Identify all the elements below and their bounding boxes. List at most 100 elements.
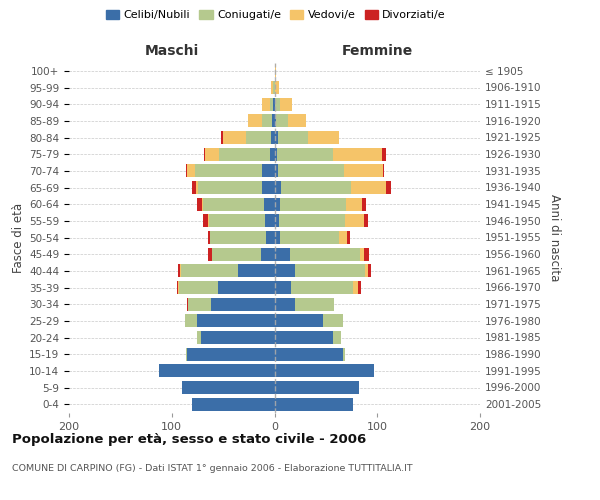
Bar xyxy=(353,281,358,294)
Bar xyxy=(182,381,275,394)
Bar xyxy=(275,81,278,94)
Bar xyxy=(180,264,181,278)
Legend: Celibi/Nubili, Coniugati/e, Vedovi/e, Divorziati/e: Celibi/Nubili, Coniugati/e, Vedovi/e, Di… xyxy=(101,6,451,25)
Bar xyxy=(192,181,196,194)
Bar xyxy=(343,348,346,360)
Bar xyxy=(200,331,275,344)
Bar xyxy=(221,131,223,144)
Bar xyxy=(262,98,271,110)
Bar xyxy=(280,231,339,244)
Bar xyxy=(187,164,196,177)
Bar xyxy=(344,164,383,177)
Bar xyxy=(277,148,333,160)
Bar xyxy=(223,131,246,144)
Bar xyxy=(386,181,391,194)
Bar xyxy=(333,148,382,160)
Bar xyxy=(193,398,275,410)
Bar xyxy=(275,314,323,328)
Text: COMUNE DI CARPINO (FG) - Dati ISTAT 1° gennaio 2006 - Elaborazione TUTTITALIA.IT: COMUNE DI CARPINO (FG) - Dati ISTAT 1° g… xyxy=(12,464,413,473)
Bar xyxy=(275,298,295,310)
Bar xyxy=(209,214,265,228)
Bar xyxy=(278,164,344,177)
Bar xyxy=(362,198,366,210)
Bar xyxy=(295,264,365,278)
Bar xyxy=(275,348,343,360)
Bar xyxy=(382,148,386,160)
Bar xyxy=(262,181,275,194)
Bar xyxy=(208,214,209,228)
Bar xyxy=(291,281,353,294)
Bar xyxy=(288,114,307,128)
Bar xyxy=(271,148,275,160)
Bar xyxy=(186,164,187,177)
Bar xyxy=(203,198,264,210)
Bar xyxy=(275,198,280,210)
Bar xyxy=(185,314,197,328)
Bar xyxy=(196,181,199,194)
Bar xyxy=(197,198,202,210)
Bar xyxy=(218,281,275,294)
Bar xyxy=(275,231,280,244)
Bar xyxy=(188,298,211,310)
Bar xyxy=(275,98,280,110)
Bar xyxy=(197,331,200,344)
Bar xyxy=(275,398,353,410)
Bar xyxy=(248,114,262,128)
Bar xyxy=(364,214,368,228)
Bar xyxy=(364,248,369,260)
Bar xyxy=(264,198,275,210)
Bar xyxy=(281,181,350,194)
Bar xyxy=(202,198,203,210)
Bar xyxy=(210,231,266,244)
Bar xyxy=(271,131,275,144)
Bar xyxy=(365,264,368,278)
Bar xyxy=(339,231,347,244)
Bar xyxy=(275,164,278,177)
Bar xyxy=(383,164,385,177)
Bar xyxy=(275,148,277,160)
Bar xyxy=(280,198,346,210)
Bar xyxy=(275,264,295,278)
Bar xyxy=(211,298,275,310)
Bar xyxy=(346,214,364,228)
Bar xyxy=(358,281,361,294)
Bar xyxy=(208,231,210,244)
Bar xyxy=(275,331,333,344)
Bar xyxy=(272,114,275,128)
Bar xyxy=(347,231,350,244)
Y-axis label: Fasce di età: Fasce di età xyxy=(12,202,25,272)
Bar xyxy=(290,248,360,260)
Bar xyxy=(295,298,334,310)
Bar xyxy=(275,214,278,228)
Bar xyxy=(178,264,180,278)
Bar xyxy=(197,314,275,328)
Text: Maschi: Maschi xyxy=(145,44,199,58)
Bar xyxy=(278,131,308,144)
Bar xyxy=(275,281,291,294)
Bar xyxy=(323,314,343,328)
Bar xyxy=(203,148,205,160)
Bar xyxy=(181,264,238,278)
Text: Femmine: Femmine xyxy=(341,44,413,58)
Bar xyxy=(160,364,275,378)
Bar xyxy=(275,381,359,394)
Bar xyxy=(271,98,274,110)
Bar xyxy=(178,281,179,294)
Bar xyxy=(196,164,262,177)
Bar xyxy=(274,98,275,110)
Bar xyxy=(274,81,275,94)
Bar xyxy=(275,364,374,378)
Bar xyxy=(208,248,212,260)
Bar xyxy=(275,131,278,144)
Bar xyxy=(266,231,275,244)
Bar xyxy=(187,298,188,310)
Bar xyxy=(219,148,271,160)
Bar xyxy=(199,181,262,194)
Bar xyxy=(246,131,271,144)
Bar xyxy=(368,264,371,278)
Bar xyxy=(280,98,292,110)
Bar xyxy=(333,331,341,344)
Bar xyxy=(187,348,275,360)
Bar xyxy=(186,348,187,360)
Bar xyxy=(203,214,208,228)
